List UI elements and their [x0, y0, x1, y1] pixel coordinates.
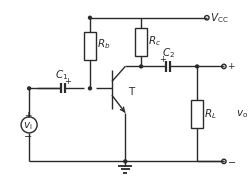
Text: $v_\mathrm{i}$: $v_\mathrm{i}$ [23, 120, 33, 132]
Circle shape [139, 65, 142, 68]
Text: $R_c$: $R_c$ [148, 34, 161, 48]
Text: $+$: $+$ [226, 61, 234, 71]
Text: $-$: $-$ [226, 156, 235, 166]
Text: $R_b$: $R_b$ [97, 38, 110, 51]
Text: $+$: $+$ [23, 110, 32, 121]
Circle shape [123, 160, 126, 163]
FancyBboxPatch shape [190, 100, 202, 128]
Text: $C_1$: $C_1$ [55, 68, 68, 82]
Circle shape [27, 87, 30, 90]
Text: $R_L$: $R_L$ [204, 107, 216, 121]
Text: $C_2$: $C_2$ [161, 46, 174, 60]
Text: $-$: $-$ [23, 130, 32, 140]
Circle shape [88, 16, 91, 19]
Circle shape [195, 65, 198, 68]
FancyBboxPatch shape [84, 32, 96, 60]
FancyBboxPatch shape [135, 28, 147, 56]
Text: $+$: $+$ [158, 54, 166, 64]
Text: $v_\mathrm{o}$: $v_\mathrm{o}$ [235, 108, 247, 120]
Text: $+$: $+$ [64, 76, 72, 86]
Text: $V_\mathrm{CC}$: $V_\mathrm{CC}$ [209, 11, 228, 25]
Text: T: T [127, 87, 134, 97]
Circle shape [88, 87, 91, 90]
